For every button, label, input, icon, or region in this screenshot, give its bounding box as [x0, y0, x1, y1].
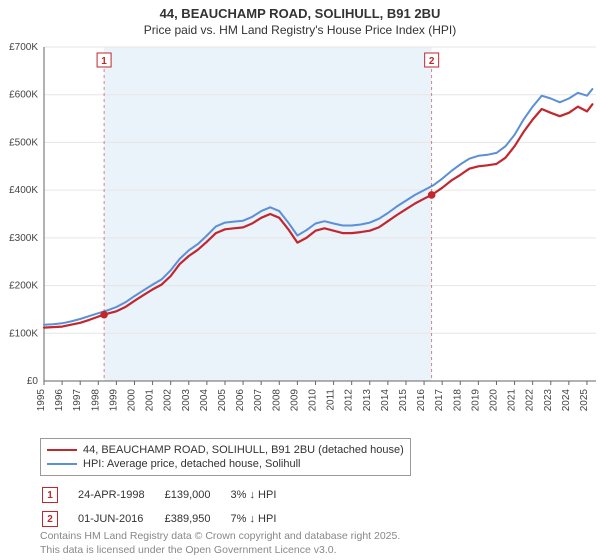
svg-text:1995: 1995 [36, 388, 47, 411]
sale-delta: 3% ↓ HPI [231, 484, 295, 506]
price-chart: £0 £100K £200K £300K £400K £500K £600K £700K 199… [0, 41, 600, 431]
legend-swatch [47, 463, 77, 465]
svg-text:2014: 2014 [380, 388, 391, 411]
svg-text:2021: 2021 [507, 388, 518, 411]
svg-text:2008: 2008 [271, 388, 282, 411]
svg-text:£500K: £500K [9, 137, 38, 148]
table-row: 2 01-JUN-2016£389,9507% ↓ HPI [42, 508, 294, 530]
legend-row: 44, BEAUCHAMP ROAD, SOLIHULL, B91 2BU (d… [47, 443, 404, 457]
svg-text:2011: 2011 [326, 388, 337, 410]
sale-delta: 7% ↓ HPI [231, 508, 295, 530]
svg-text:£700K: £700K [9, 42, 38, 53]
svg-text:2017: 2017 [434, 388, 445, 411]
table-row: 1 24-APR-1998£139,0003% ↓ HPI [42, 484, 294, 506]
sales-table: 1 24-APR-1998£139,0003% ↓ HPI 2 01-JUN-2016… [40, 482, 296, 532]
svg-text:£100K: £100K [9, 328, 38, 339]
svg-text:£600K: £600K [9, 90, 38, 101]
chart-container: £0 £100K £200K £300K £400K £500K £600K £700K 199… [0, 41, 600, 431]
svg-text:£400K: £400K [9, 185, 38, 196]
svg-text:2013: 2013 [362, 388, 373, 411]
sale-date: 01-JUN-2016 [78, 508, 163, 530]
sale-price: £389,950 [165, 508, 229, 530]
credit-line-2: This data is licensed under the Open Gov… [40, 544, 337, 556]
svg-text:2025: 2025 [579, 388, 590, 411]
svg-text:2019: 2019 [470, 388, 481, 411]
svg-text:2009: 2009 [289, 388, 300, 411]
svg-text:2012: 2012 [344, 388, 355, 411]
svg-text:2020: 2020 [488, 388, 499, 411]
svg-text:£200K: £200K [9, 280, 38, 291]
svg-text:2002: 2002 [163, 388, 174, 411]
svg-text:1997: 1997 [72, 388, 83, 411]
sale-marker-icon: 1 [42, 487, 58, 503]
svg-text:2022: 2022 [525, 388, 536, 411]
legend-swatch [47, 449, 77, 451]
svg-text:2018: 2018 [452, 388, 463, 411]
svg-text:2004: 2004 [199, 388, 210, 411]
credit-text: Contains HM Land Registry data © Crown c… [40, 530, 400, 557]
credit-line-1: Contains HM Land Registry data © Crown c… [40, 530, 400, 542]
sale-marker-icon: 2 [42, 511, 58, 527]
svg-text:1998: 1998 [90, 388, 101, 411]
page-title: 44, BEAUCHAMP ROAD, SOLIHULL, B91 2BU [0, 0, 600, 23]
svg-text:2001: 2001 [145, 388, 156, 411]
legend: 44, BEAUCHAMP ROAD, SOLIHULL, B91 2BU (d… [40, 438, 411, 476]
svg-text:2000: 2000 [126, 388, 137, 411]
svg-text:2015: 2015 [398, 388, 409, 411]
svg-text:2016: 2016 [416, 388, 427, 411]
svg-text:2024: 2024 [561, 388, 572, 411]
legend-label: HPI: Average price, detached house, Soli… [83, 458, 301, 470]
svg-text:2007: 2007 [253, 388, 264, 411]
sale-date: 24-APR-1998 [78, 484, 163, 506]
svg-text:1999: 1999 [108, 388, 119, 411]
page-subtitle: Price paid vs. HM Land Registry's House … [0, 23, 600, 41]
svg-text:£300K: £300K [9, 233, 38, 244]
svg-text:1996: 1996 [54, 388, 65, 411]
svg-text:2010: 2010 [307, 388, 318, 411]
svg-text:2: 2 [429, 56, 435, 67]
svg-text:1: 1 [101, 56, 107, 67]
svg-text:2023: 2023 [543, 388, 554, 411]
svg-text:2006: 2006 [235, 388, 246, 411]
svg-text:2005: 2005 [217, 388, 228, 411]
sale-price: £139,000 [165, 484, 229, 506]
svg-text:£0: £0 [27, 376, 39, 387]
legend-label: 44, BEAUCHAMP ROAD, SOLIHULL, B91 2BU (d… [83, 444, 404, 456]
svg-text:2003: 2003 [181, 388, 192, 411]
legend-row: HPI: Average price, detached house, Soli… [47, 457, 404, 471]
